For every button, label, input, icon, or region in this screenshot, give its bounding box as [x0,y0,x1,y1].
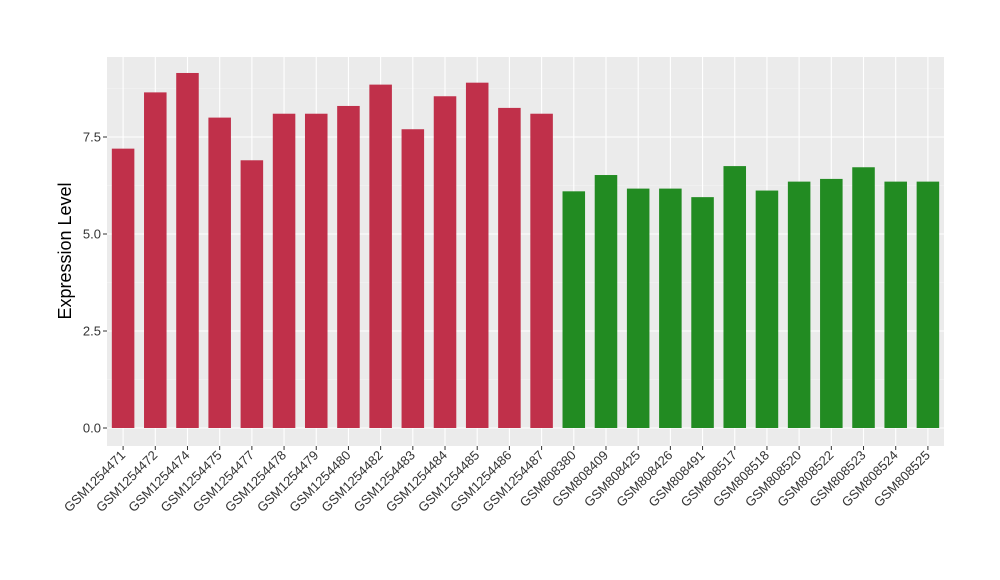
bar-GSM808525 [916,181,940,428]
bar-GSM1254474 [176,72,199,428]
bar-GSM808524 [884,181,907,428]
y-axis: 0.0 2.5 5.0 7.5 [83,130,107,436]
bar-GSM1254483 [401,129,425,429]
bar-GSM1254487 [530,113,553,428]
bar-GSM808409 [594,175,618,428]
bar-GSM808517 [723,166,747,428]
bar-GSM1254486 [498,107,521,429]
bars [111,72,940,429]
bar-GSM808380 [562,191,586,428]
bar-GSM1254478 [272,113,296,428]
bar-GSM1254482 [369,84,392,429]
bar-GSM1254471 [111,148,135,428]
y-tick-label: 0.0 [83,421,101,436]
y-tick-label: 5.0 [83,227,101,242]
bar-GSM808520 [787,181,811,428]
bar-GSM1254477 [240,160,264,428]
y-tick-label: 7.5 [83,130,101,145]
bar-GSM808426 [659,188,682,428]
bar-GSM1254475 [208,117,231,428]
bar-GSM808523 [852,167,875,428]
bar-GSM808425 [626,188,650,428]
plot-panel [107,57,944,446]
bar-GSM1254480 [337,105,360,429]
bar-GSM1254484 [433,96,457,428]
bar-GSM1254485 [465,82,489,429]
bar-GSM1254479 [304,113,328,428]
bar-GSM808518 [755,190,779,428]
bar-GSM808491 [691,197,714,428]
bar-GSM1254472 [144,92,167,428]
y-axis-title: Expression Level [55,182,75,319]
bar-GSM808522 [820,178,843,428]
y-tick-label: 2.5 [83,324,101,339]
